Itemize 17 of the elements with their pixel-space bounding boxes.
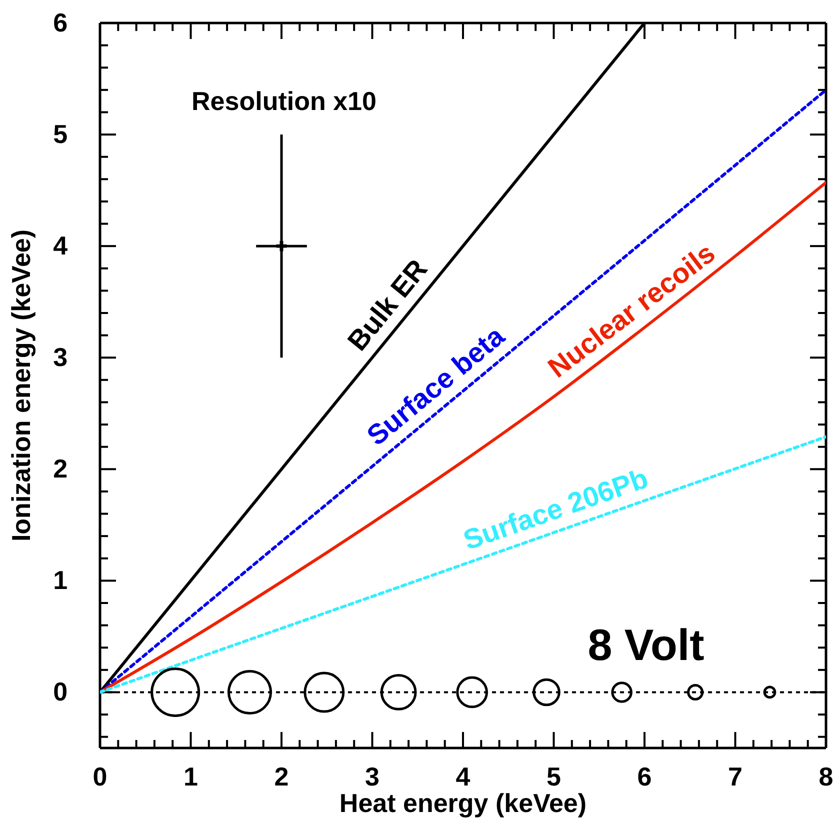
x-tick-label: 2 [274, 762, 289, 792]
x-tick-label: 8 [818, 762, 834, 792]
y-tick-label: 6 [53, 7, 68, 38]
y-tick-label: 3 [53, 342, 68, 372]
y-tick-label: 1 [53, 565, 68, 596]
y-tick-label: 2 [53, 453, 68, 484]
text: Surface 206Pb [460, 462, 652, 556]
annotation: 8 Volt [588, 621, 705, 670]
y-tick-label: 4 [53, 230, 68, 260]
x-tick-label: 6 [637, 762, 652, 792]
x-tick-label: 7 [728, 762, 742, 792]
y-tick-label: 5 [53, 118, 68, 149]
x-tick-label: 1 [184, 762, 198, 792]
x-tick-label: 0 [92, 762, 108, 792]
y-axis-title: Ionization energy (keVee) [6, 229, 36, 542]
annotation: Resolution x10 [192, 86, 376, 116]
y-tick-label: 0 [53, 676, 68, 707]
